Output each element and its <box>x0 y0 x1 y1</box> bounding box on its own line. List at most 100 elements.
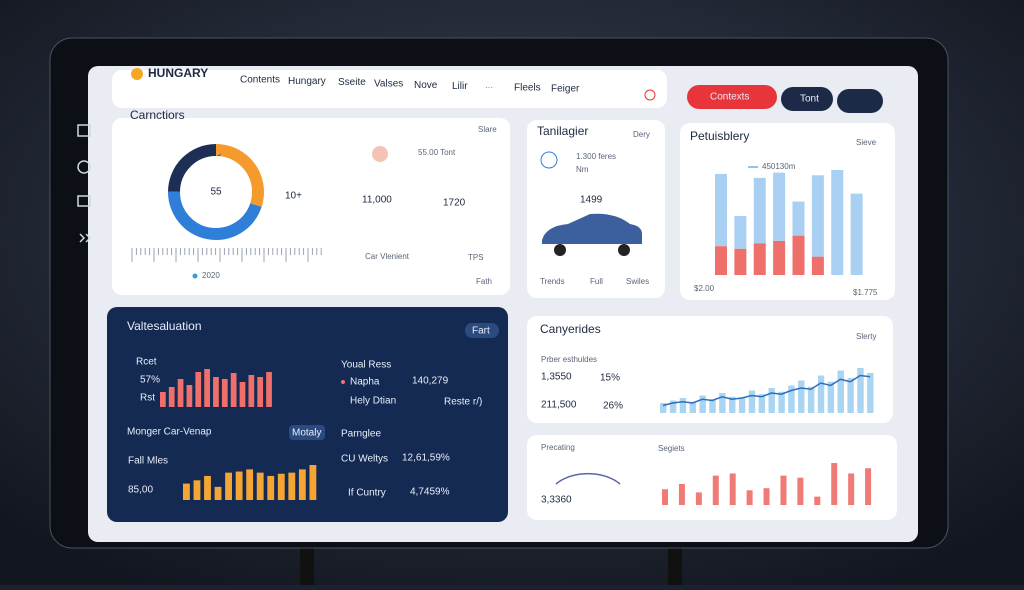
bar <box>807 386 815 413</box>
bar <box>266 372 272 407</box>
bar <box>738 398 746 413</box>
icon[interactable] <box>79 233 92 243</box>
bar <box>204 369 210 407</box>
icon[interactable] <box>77 124 91 137</box>
label: Reste r/) <box>444 397 482 408</box>
bar <box>678 484 685 505</box>
label: CU Weltys <box>341 454 388 465</box>
info: 1.300 feres <box>576 152 616 161</box>
card-title: Precating <box>541 443 575 452</box>
bar <box>748 390 756 413</box>
nav-more[interactable]: ··· <box>485 83 493 92</box>
bar <box>831 170 844 275</box>
logo-icon <box>131 68 143 80</box>
bar <box>214 486 222 500</box>
bar <box>257 377 264 407</box>
play-icon[interactable] <box>540 151 558 169</box>
nav-item[interactable]: Fleels <box>514 82 541 93</box>
nav-item[interactable]: Nove <box>414 80 438 91</box>
tab[interactable]: Full <box>590 277 603 286</box>
logo[interactable]: HUNGARY <box>148 66 208 80</box>
legend: Rst <box>140 393 155 404</box>
bar <box>695 492 702 505</box>
bar <box>753 243 766 275</box>
nav-item[interactable]: Sseite <box>338 77 366 88</box>
stat: 4,7459% <box>410 487 450 498</box>
bar <box>235 471 243 500</box>
subtitle: Prber esthuldes <box>541 355 597 364</box>
pct: 15% <box>600 373 620 384</box>
button-label[interactable]: Contexts <box>710 92 749 103</box>
bar <box>827 381 835 413</box>
bar <box>758 394 766 413</box>
card-action[interactable]: Slerty <box>856 332 876 341</box>
bar <box>193 480 201 500</box>
nav-item[interactable]: Feiger <box>551 84 580 95</box>
stat: 85,00 <box>128 485 153 496</box>
stat: 1720 <box>443 198 466 209</box>
bar <box>831 463 838 505</box>
stat: 11,000 <box>362 195 392 206</box>
note: 55.00 Tont <box>418 148 456 157</box>
card <box>107 307 508 522</box>
bar <box>850 193 863 275</box>
badge-label: Motaly <box>292 428 321 439</box>
bar <box>267 475 275 500</box>
bar <box>246 469 254 500</box>
icon[interactable] <box>77 160 91 174</box>
bar <box>867 373 874 413</box>
button[interactable] <box>781 87 833 111</box>
nav-item[interactable]: Valses <box>374 79 403 90</box>
button[interactable] <box>837 89 883 113</box>
stat: 12,61,59% <box>402 453 450 464</box>
badge <box>289 425 325 440</box>
bar <box>768 388 775 413</box>
card-action[interactable]: Dery <box>633 130 650 139</box>
button-label[interactable]: Tont <box>800 94 819 105</box>
card-action[interactable]: Sieve <box>856 138 877 147</box>
bar <box>763 488 770 505</box>
card-action[interactable]: Slare <box>478 125 497 134</box>
bar <box>221 379 228 407</box>
bar <box>773 240 786 275</box>
bar <box>715 173 727 247</box>
nav-item[interactable]: Lilir <box>452 81 468 92</box>
stat: 3,3360 <box>541 495 572 506</box>
bar <box>729 473 736 505</box>
legend: 450130m <box>762 162 796 171</box>
label: Fall Mles <box>128 456 168 467</box>
button[interactable] <box>465 323 499 338</box>
card-title: Segiets <box>658 444 685 453</box>
car-image <box>542 213 642 244</box>
nav-item[interactable]: Contents <box>240 75 280 86</box>
legend: TPS <box>468 253 484 262</box>
bar <box>734 248 747 275</box>
footer: Fath <box>476 277 492 286</box>
bar <box>660 403 667 413</box>
bar <box>277 473 285 500</box>
year: 2020 <box>202 271 220 280</box>
info: Nm <box>576 165 589 174</box>
bar <box>865 468 872 505</box>
bar <box>712 475 719 505</box>
donut-segment <box>168 144 264 240</box>
label: Hely Dtian <box>350 396 396 407</box>
bar <box>709 399 716 413</box>
tab[interactable]: Trends <box>540 277 565 286</box>
bar <box>715 246 727 275</box>
bar <box>195 372 202 407</box>
donut-value: 55 <box>210 187 222 198</box>
bar <box>847 378 854 413</box>
legend-dot <box>192 273 198 279</box>
legend: Car Vlenient <box>365 252 410 261</box>
side-icons <box>77 124 92 243</box>
nav-item[interactable]: Hungary <box>288 76 326 87</box>
bar <box>817 375 825 413</box>
label: $1.775 <box>853 288 878 297</box>
button-label[interactable]: Fart <box>472 326 490 337</box>
search-icon[interactable] <box>644 89 656 101</box>
button[interactable] <box>687 85 777 109</box>
icon[interactable] <box>77 195 91 207</box>
tab[interactable]: Swiles <box>626 277 649 286</box>
